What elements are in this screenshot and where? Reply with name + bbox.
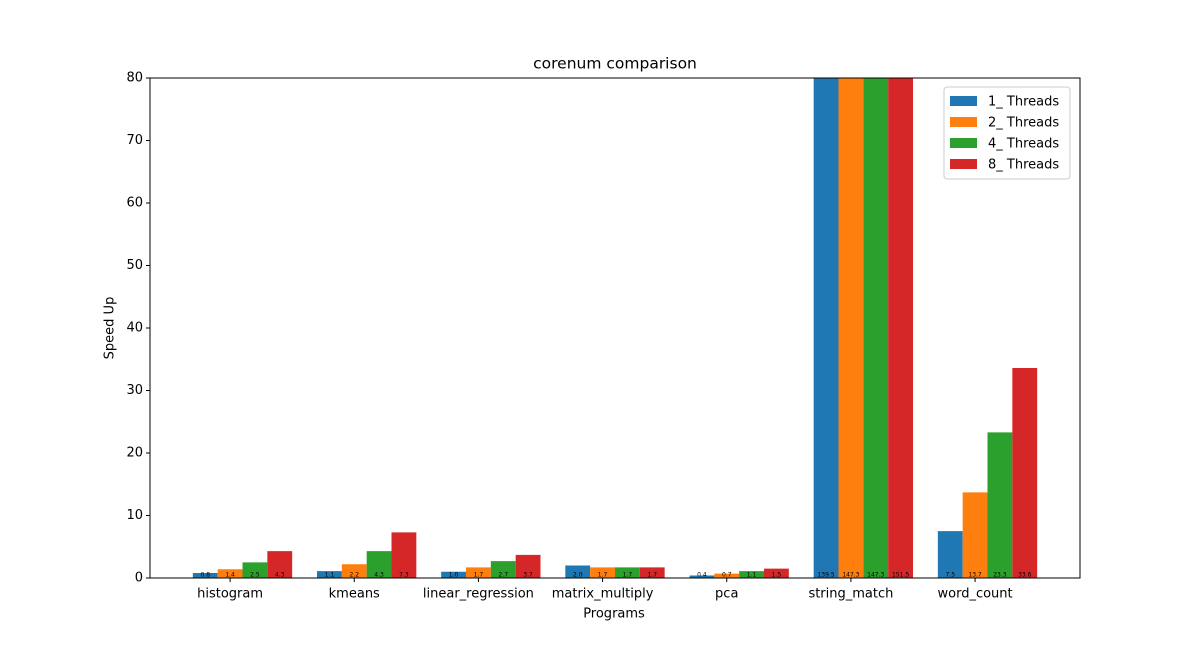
bar bbox=[962, 492, 988, 578]
value-label: 4.3 bbox=[374, 572, 384, 579]
bar bbox=[466, 567, 491, 578]
y-tick-label: 50 bbox=[126, 258, 143, 273]
value-label: 1.4 bbox=[225, 572, 235, 579]
bar bbox=[987, 432, 1013, 578]
bar bbox=[217, 569, 243, 578]
legend-box bbox=[943, 86, 1071, 180]
bar bbox=[391, 532, 417, 578]
bar bbox=[813, 78, 839, 578]
value-label: 139.5 bbox=[817, 572, 834, 579]
plot-area bbox=[192, 78, 1038, 578]
bar bbox=[888, 78, 913, 578]
value-label: 1.7 bbox=[474, 572, 484, 579]
legend-swatch bbox=[950, 117, 977, 127]
y-tick-label: 40 bbox=[126, 321, 143, 336]
x-tick-label: linear_regression bbox=[423, 587, 534, 602]
legend-swatch bbox=[950, 159, 977, 169]
x-tick-label: matrix_multiply bbox=[552, 587, 654, 602]
bar bbox=[739, 571, 764, 578]
y-tick-label: 60 bbox=[126, 196, 143, 211]
x-tick-label: string_match bbox=[808, 587, 893, 602]
bar bbox=[1012, 368, 1038, 578]
bar bbox=[838, 78, 864, 578]
y-axis-label: Speed Up bbox=[103, 297, 118, 360]
bar bbox=[366, 551, 392, 578]
value-label: 23.3 bbox=[993, 572, 1007, 579]
y-tick-label: 80 bbox=[126, 71, 143, 86]
value-label: 147.3 bbox=[867, 572, 884, 579]
value-label: 2.5 bbox=[250, 572, 260, 579]
value-label: 2.7 bbox=[498, 572, 508, 579]
bar bbox=[267, 551, 293, 578]
value-label: 147.3 bbox=[842, 572, 859, 579]
value-label: 2.2 bbox=[349, 572, 359, 579]
legend-swatch bbox=[950, 138, 977, 148]
value-label: 0.7 bbox=[722, 572, 732, 579]
value-label: 1.0 bbox=[449, 572, 459, 579]
value-label: 7.3 bbox=[399, 572, 409, 579]
bar bbox=[565, 565, 591, 578]
x-tick-label: kmeans bbox=[329, 587, 380, 602]
legend-label: 8_ Threads bbox=[988, 158, 1059, 173]
y-tick-label: 70 bbox=[126, 133, 143, 148]
bar bbox=[341, 564, 367, 578]
bar bbox=[515, 554, 541, 578]
y-tick-label: 0 bbox=[135, 571, 143, 586]
legend-swatch bbox=[950, 96, 977, 106]
bar bbox=[763, 568, 789, 578]
value-label: 1.1 bbox=[747, 572, 757, 579]
value-label: 7.5 bbox=[945, 572, 955, 579]
value-label: 151.5 bbox=[892, 572, 909, 579]
bar bbox=[242, 562, 268, 578]
value-label: 1.1 bbox=[325, 572, 335, 579]
bar bbox=[639, 567, 665, 578]
bar bbox=[490, 561, 516, 578]
value-label: 3.7 bbox=[523, 572, 533, 579]
value-label: 0.8 bbox=[200, 572, 210, 579]
legend-label: 1_ Threads bbox=[988, 95, 1059, 110]
y-tick-label: 30 bbox=[126, 383, 143, 398]
bar bbox=[192, 573, 218, 578]
legend-label: 4_ Threads bbox=[988, 137, 1059, 152]
y-tick-label: 10 bbox=[126, 508, 143, 523]
bar bbox=[317, 571, 342, 578]
bar bbox=[937, 531, 963, 578]
x-axis-label: Programs bbox=[583, 607, 645, 622]
value-label: 1.7 bbox=[598, 572, 608, 579]
x-tick-label: pca bbox=[715, 587, 738, 602]
legend-label: 2_ Threads bbox=[988, 116, 1059, 131]
x-tick-label: histogram bbox=[197, 587, 263, 602]
value-label: 13.7 bbox=[968, 572, 982, 579]
value-label: 33.6 bbox=[1018, 572, 1032, 579]
axes-frame bbox=[149, 77, 1081, 579]
chart-title: corenum comparison bbox=[533, 55, 697, 73]
bar bbox=[615, 567, 640, 578]
value-label: 1.7 bbox=[623, 572, 633, 579]
value-label: 1.5 bbox=[772, 572, 782, 579]
value-label: 2.0 bbox=[573, 572, 583, 579]
value-label: 4.3 bbox=[275, 572, 285, 579]
bar bbox=[714, 573, 740, 578]
bar bbox=[590, 567, 615, 578]
x-tick-label: word_count bbox=[938, 587, 1013, 602]
bar bbox=[441, 571, 467, 578]
y-tick-label: 20 bbox=[126, 446, 143, 461]
value-label: 0.4 bbox=[697, 572, 707, 579]
value-label: 1.7 bbox=[647, 572, 657, 579]
bar bbox=[689, 575, 715, 578]
bar bbox=[863, 78, 889, 578]
